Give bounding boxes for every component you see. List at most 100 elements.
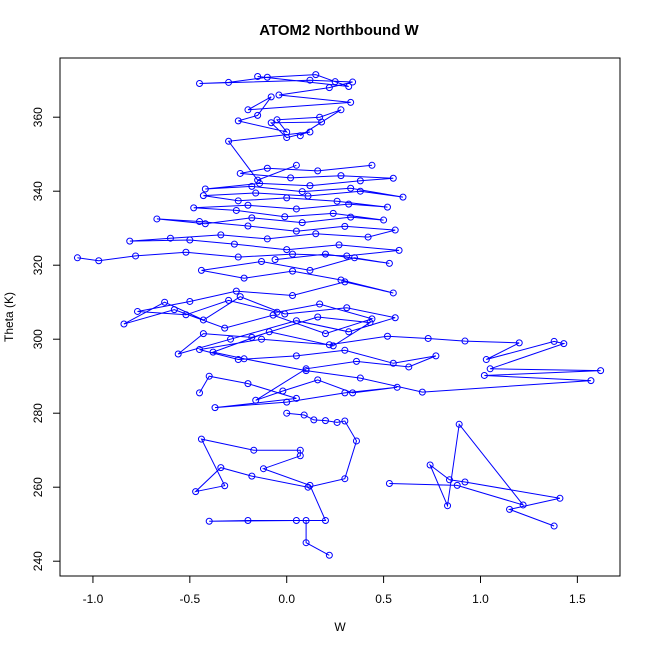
data-point xyxy=(480,371,488,379)
data-point xyxy=(267,119,275,127)
data-point xyxy=(205,372,213,380)
y-tick-label: 360 xyxy=(31,107,45,127)
y-tick-label: 240 xyxy=(31,551,45,571)
data-point xyxy=(227,335,235,343)
data-point xyxy=(335,241,343,249)
data-point xyxy=(389,359,397,367)
x-tick-label: -1.0 xyxy=(83,592,104,606)
data-point xyxy=(205,517,213,525)
data-point xyxy=(461,478,469,486)
data-point xyxy=(197,435,205,443)
y-tick-label: 280 xyxy=(31,403,45,423)
series-line xyxy=(123,253,601,409)
data-point xyxy=(352,357,360,365)
data-point xyxy=(258,335,266,343)
data-point xyxy=(321,250,329,258)
data-point xyxy=(306,128,314,136)
data-point xyxy=(395,246,403,254)
data-point xyxy=(283,246,291,254)
data-point xyxy=(399,193,407,201)
plot-area xyxy=(73,71,605,559)
data-point xyxy=(366,319,374,327)
data-point xyxy=(190,204,198,212)
data-point xyxy=(248,472,256,480)
data-point xyxy=(225,137,233,145)
data-point xyxy=(329,342,337,350)
data-point xyxy=(289,292,297,300)
data-point xyxy=(248,214,256,222)
data-point xyxy=(312,230,320,238)
data-point xyxy=(230,240,238,248)
data-point xyxy=(273,308,281,316)
data-point xyxy=(236,293,244,301)
data-point xyxy=(310,416,318,424)
data-point xyxy=(240,274,248,282)
data-point xyxy=(385,480,393,487)
data-point xyxy=(345,200,353,208)
data-point xyxy=(225,296,233,304)
data-point xyxy=(352,437,360,445)
x-tick-label: 0.0 xyxy=(278,592,295,606)
data-point xyxy=(244,517,252,524)
data-point xyxy=(405,363,413,371)
x-axis-label: W xyxy=(334,620,346,634)
data-point xyxy=(209,348,217,356)
data-point xyxy=(73,254,81,262)
data-point xyxy=(302,367,310,375)
data-point xyxy=(275,91,283,99)
series-line xyxy=(389,423,561,527)
data-point xyxy=(383,332,391,340)
data-point xyxy=(587,377,595,385)
data-point xyxy=(254,73,262,80)
data-point xyxy=(314,313,322,321)
y-tick-label: 340 xyxy=(31,181,45,201)
data-point xyxy=(560,340,568,348)
data-point xyxy=(349,389,357,397)
data-point xyxy=(321,330,329,338)
data-point xyxy=(341,389,349,397)
data-point xyxy=(186,236,194,244)
x-tick-label: 1.5 xyxy=(569,592,586,606)
data-point xyxy=(306,481,314,489)
data-point xyxy=(356,187,364,195)
data-point xyxy=(259,465,267,473)
data-point xyxy=(300,411,308,419)
data-point xyxy=(341,222,349,230)
data-point xyxy=(267,93,275,101)
data-point xyxy=(321,517,329,524)
data-point xyxy=(445,476,453,484)
data-point xyxy=(424,334,432,342)
data-point xyxy=(254,111,262,119)
data-point xyxy=(283,194,291,202)
data-point xyxy=(289,267,297,275)
data-point xyxy=(385,259,393,267)
data-point xyxy=(316,113,324,121)
data-point xyxy=(283,398,291,406)
data-point xyxy=(341,475,349,483)
data-point xyxy=(196,346,204,354)
data-point xyxy=(263,73,271,81)
data-series xyxy=(192,409,360,559)
data-point xyxy=(292,317,300,325)
data-point xyxy=(506,505,514,513)
data-point xyxy=(345,328,353,336)
data-point xyxy=(321,417,329,425)
data-point xyxy=(550,337,558,345)
data-point xyxy=(597,367,605,375)
data-point xyxy=(331,78,339,86)
data-series xyxy=(120,250,605,412)
data-point xyxy=(182,311,190,319)
data-point xyxy=(263,164,271,172)
data-point xyxy=(201,185,209,193)
data-point xyxy=(289,250,297,258)
data-point xyxy=(325,341,333,349)
data-point xyxy=(389,289,397,297)
y-axis-label: Theta (K) xyxy=(2,292,16,342)
data-point xyxy=(252,396,260,404)
data-point xyxy=(325,84,333,92)
x-tick-label: 1.0 xyxy=(472,592,489,606)
data-point xyxy=(170,306,178,314)
data-point xyxy=(347,98,355,106)
data-point xyxy=(258,258,266,265)
data-point xyxy=(393,383,401,391)
